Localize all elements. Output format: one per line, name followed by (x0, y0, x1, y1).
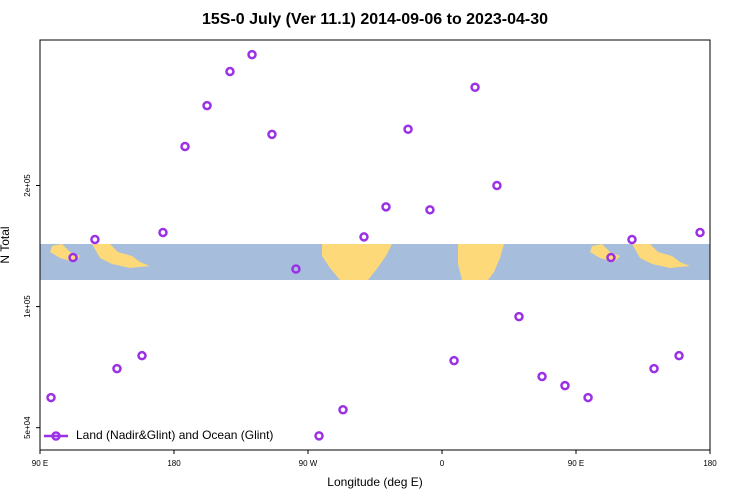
data-point (606, 252, 616, 263)
data-point (202, 100, 212, 111)
y-axis-label: N Total (0, 226, 12, 263)
x-axis-label: Longitude (deg E) (327, 475, 422, 489)
data-point (381, 202, 391, 212)
x-tick-label: 90 E (32, 459, 48, 468)
map-band (40, 244, 710, 280)
y-tick-label: 5e+04 (23, 416, 32, 439)
data-point (560, 380, 570, 391)
x-tick-label: 180 (167, 459, 181, 468)
legend-marker (51, 431, 61, 441)
data-point (158, 227, 168, 238)
data-point (90, 234, 100, 245)
data-point (514, 311, 524, 322)
plot-frame (39, 39, 711, 451)
data-point (583, 392, 593, 403)
data-point (425, 205, 435, 215)
data-point (359, 232, 369, 242)
data-point (492, 180, 502, 191)
y-tick-label: 1e+05 (23, 295, 32, 318)
legend-label: Land (Nadir&Glint) and Ocean (Glint) (76, 428, 273, 442)
data-point (627, 234, 637, 245)
data-point (470, 82, 480, 92)
chart-title: 15S-0 July (Ver 11.1) 2014-09-06 to 2023… (202, 11, 548, 28)
y-tick-label: 2e+05 (23, 174, 32, 197)
data-point (695, 227, 705, 238)
data-point (247, 49, 257, 60)
data-point (338, 405, 348, 415)
data-point (314, 431, 324, 441)
x-tick-label: 0 (440, 459, 445, 468)
data-point (649, 363, 659, 374)
x-tick-label: 90 E (568, 459, 584, 468)
data-point (291, 264, 301, 274)
data-point (46, 392, 56, 403)
data-point (112, 363, 122, 374)
x-tick-label: 180 (703, 459, 717, 468)
data-point (180, 141, 190, 152)
data-point (137, 350, 147, 361)
data-point (68, 252, 78, 263)
data-point (449, 355, 459, 366)
x-tick-label: 90 W (299, 459, 318, 468)
data-point (225, 66, 235, 77)
data-point (674, 350, 684, 361)
data-point (403, 124, 413, 134)
data-point (537, 371, 547, 382)
data-point (267, 129, 277, 140)
